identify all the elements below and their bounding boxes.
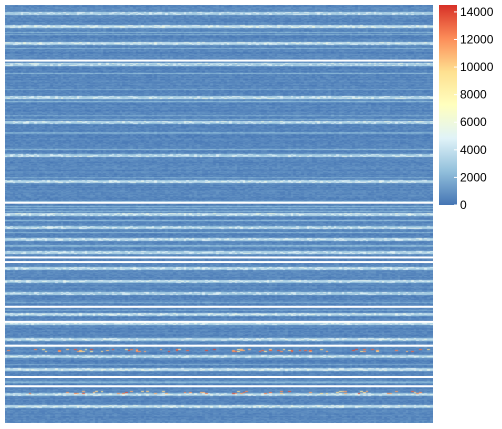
heatmap-cells	[5, 5, 433, 423]
heatmap-cells-image	[5, 5, 433, 423]
row-band-separator	[5, 261, 433, 264]
color-legend-tick-label: 0	[460, 198, 467, 212]
color-legend-tick-label: 2000	[460, 170, 487, 184]
color-legend-tick-label: 8000	[460, 88, 487, 102]
row-band-separator	[5, 201, 433, 204]
row-band-separator	[5, 320, 433, 323]
color-legend: 0 2000 4000 6000 8000 10000 12000 14000	[439, 5, 494, 212]
color-legend-tick-label: 6000	[460, 115, 487, 129]
color-legend-ticks: 0 2000 4000 6000 8000 10000 12000 14000	[454, 5, 494, 212]
color-legend-tick-label: 10000	[460, 60, 494, 74]
color-legend-bar	[439, 5, 457, 205]
row-band-separator	[5, 305, 433, 308]
row-band-separator	[5, 59, 433, 62]
color-legend-tick-label: 4000	[460, 143, 487, 157]
row-band-separator	[5, 256, 433, 259]
color-legend-tick-label: 12000	[460, 32, 494, 46]
color-legend-tick-label: 14000	[460, 5, 494, 19]
band-separators	[5, 59, 433, 388]
row-band-separator	[5, 385, 433, 388]
row-band-separator	[5, 344, 433, 347]
row-band-separator	[5, 376, 433, 379]
